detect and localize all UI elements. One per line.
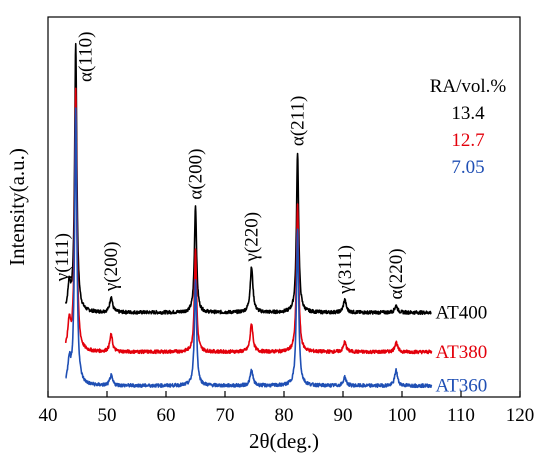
x-tick-label: 100 <box>388 405 417 426</box>
x-tick-label: 110 <box>447 405 475 426</box>
curves-group <box>64 42 433 389</box>
series-line-at380 <box>64 87 433 355</box>
peak-label: α(211) <box>288 96 309 146</box>
peak-label: α(220) <box>386 248 407 299</box>
series-labels-group: AT400 AT380 AT360 <box>436 303 488 397</box>
x-axis-ticks: 40 50 60 70 80 90 100 110 120 <box>39 391 535 426</box>
x-tick-label: 70 <box>216 405 235 426</box>
x-tick-label: 40 <box>39 405 58 426</box>
peak-labels-group: γ(111) α(110) γ(200) α(200) γ(220) α(211) γ(31… <box>52 32 407 300</box>
series-line-at360 <box>65 107 433 389</box>
series-line-at400 <box>64 42 432 315</box>
legend: RA/vol.% 13.4 12.7 7.05 <box>430 76 507 178</box>
peak-label: γ(220) <box>242 212 263 263</box>
legend-value: 7.05 <box>451 157 484 178</box>
legend-value: 13.4 <box>451 103 485 124</box>
legend-header: RA/vol.% <box>430 76 507 97</box>
x-tick-label: 120 <box>506 405 535 426</box>
series-label-at380: AT380 <box>436 342 488 363</box>
peak-label: γ(200) <box>101 242 122 293</box>
y-axis-label: Intensity(a.u.) <box>5 148 29 266</box>
x-axis-label: 2θ(deg.) <box>249 429 319 453</box>
x-tick-label: 90 <box>334 405 353 426</box>
peak-label: γ(311) <box>335 245 356 295</box>
x-tick-label: 50 <box>98 405 117 426</box>
peak-label: α(200) <box>186 148 207 199</box>
legend-value: 12.7 <box>451 130 484 151</box>
peak-label: γ(111) <box>52 233 73 282</box>
x-tick-label: 60 <box>157 405 176 426</box>
peak-label: α(110) <box>76 32 97 82</box>
series-label-at360: AT360 <box>436 376 488 397</box>
x-tick-label: 80 <box>275 405 294 426</box>
series-label-at400: AT400 <box>436 303 488 324</box>
plot-frame <box>47 16 521 398</box>
